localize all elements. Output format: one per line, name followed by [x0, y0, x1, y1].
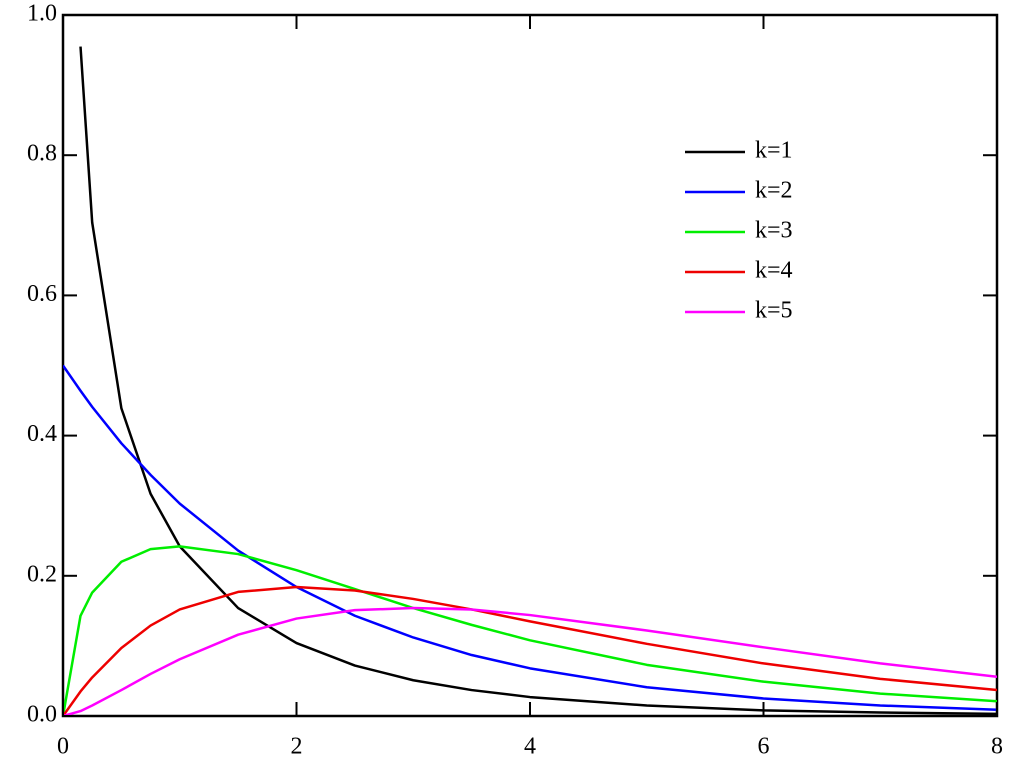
series-line [79, 46, 997, 716]
x-tick-label: 4 [524, 734, 536, 760]
legend-label: k=3 [755, 218, 793, 244]
legend-label: k=5 [755, 298, 793, 324]
y-tick-label: 0.6 [27, 281, 57, 307]
plot-area [63, 46, 997, 716]
series-line [63, 364, 997, 711]
series-line [63, 545, 997, 716]
x-tick-label: 0 [57, 734, 69, 760]
series-line [63, 585, 997, 716]
y-tick-label: 0.4 [27, 421, 57, 447]
x-tick-label: 6 [758, 734, 770, 760]
y-tick-label: 0.0 [27, 702, 57, 728]
y-tick-label: 1.0 [27, 1, 57, 27]
x-tick-label: 2 [291, 734, 303, 760]
legend-label: k=1 [755, 138, 793, 164]
x-tick-label: 8 [991, 734, 1003, 760]
y-tick-label: 0.8 [27, 141, 57, 167]
plot-frame [61, 13, 999, 718]
y-tick-label: 0.2 [27, 561, 57, 587]
legend-label: k=2 [755, 178, 793, 204]
series-line [63, 606, 997, 716]
legend-label: k=4 [755, 258, 793, 284]
